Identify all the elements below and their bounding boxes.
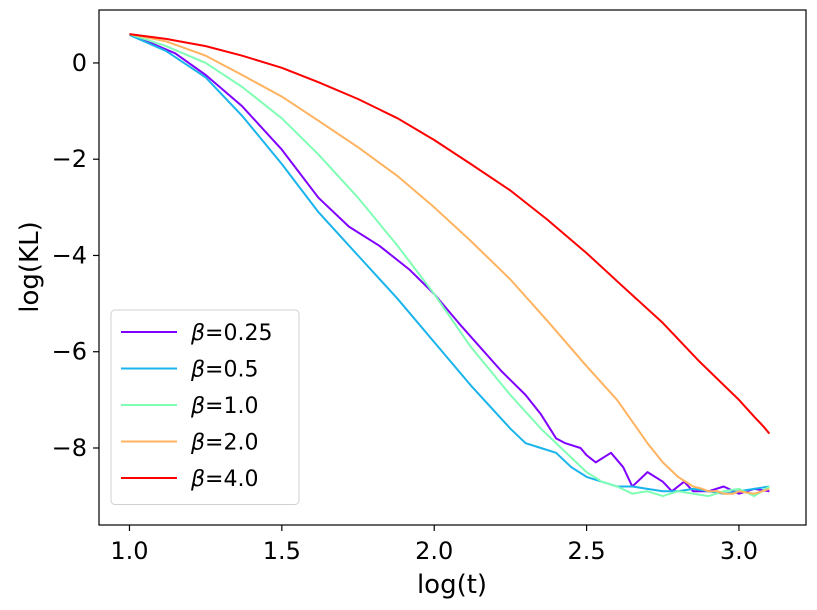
legend-beta-value: =0.25: [205, 321, 272, 346]
legend-beta-symbol: β: [190, 467, 205, 492]
legend-beta-symbol: β: [190, 394, 205, 419]
legend: β=0.25β=0.5β=1.0β=2.0β=4.0: [110, 309, 300, 505]
legend-beta-value: =0.5: [205, 358, 258, 383]
legend-beta-symbol: β: [190, 431, 205, 456]
series-line-1: [129, 34, 770, 495]
legend-beta-value: =2.0: [205, 431, 258, 456]
y-tick-label: −8: [52, 434, 87, 462]
x-tick-label: 2.0: [415, 537, 453, 565]
legend-beta-value: =4.0: [205, 467, 258, 492]
x-tick-label: 1.0: [110, 537, 148, 565]
y-axis-label: log(KL): [15, 221, 45, 312]
legend-label-0: β=0.25: [190, 321, 272, 346]
series-line-0: [129, 33, 770, 495]
y-tick-label: −6: [52, 338, 87, 366]
x-axis-label: log(t): [417, 570, 487, 600]
legend-beta-symbol: β: [190, 321, 205, 346]
x-axis: 1.0 1.5 2.0 2.5 3.0: [110, 525, 758, 565]
y-tick-label: −4: [52, 241, 87, 269]
legend-label-2: β=1.0: [190, 394, 258, 419]
legend-label-3: β=2.0: [190, 431, 258, 456]
legend-beta-symbol: β: [190, 358, 205, 383]
plot-frame: [98, 9, 807, 526]
x-tick-label: 2.5: [568, 537, 606, 565]
series-line-4: [129, 33, 771, 435]
legend-beta-value: =1.0: [205, 394, 258, 419]
x-tick-label: 3.0: [720, 537, 758, 565]
y-tick-label: −2: [52, 145, 87, 173]
y-tick-label: 0: [72, 49, 87, 77]
series-layer: [129, 33, 771, 498]
series-line-2: [129, 33, 770, 498]
legend-box: [110, 309, 300, 505]
y-axis: 0 −2 −4 −6 −8: [52, 49, 99, 462]
legend-label-4: β=4.0: [190, 467, 258, 492]
series-line-3: [129, 33, 770, 495]
x-tick-label: 1.5: [263, 537, 301, 565]
legend-label-1: β=0.5: [190, 358, 258, 383]
